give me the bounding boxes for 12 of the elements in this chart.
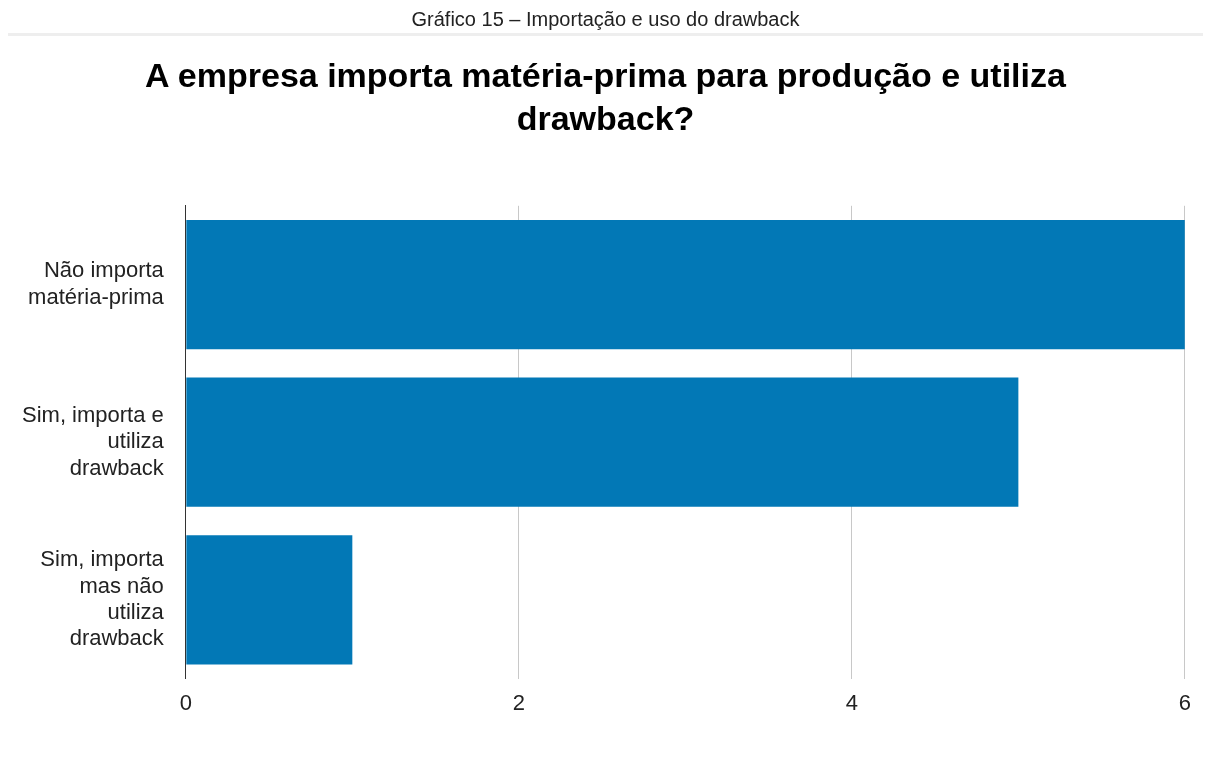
text: Gráfico 15 – Importação e uso do drawback (8, 8, 1203, 36)
x-tick-label: 0 (179, 689, 192, 715)
x-tick-label: 2 (512, 689, 525, 715)
chart-title: A empresa importa matéria-prima para produção e utiliza drawback? (144, 55, 1067, 139)
x-tick-label: 4 (845, 689, 858, 715)
y-tick-label: Sim, importa mas não utiliza drawback (40, 546, 165, 651)
bar (186, 377, 1019, 507)
y-tick-label: Sim, importa e utiliza drawback (21, 401, 165, 480)
x-tick-label: 6 (1178, 689, 1192, 715)
y-tick-label: Não importa matéria-prima (28, 257, 165, 309)
bar (186, 535, 353, 665)
bar (186, 219, 1185, 350)
